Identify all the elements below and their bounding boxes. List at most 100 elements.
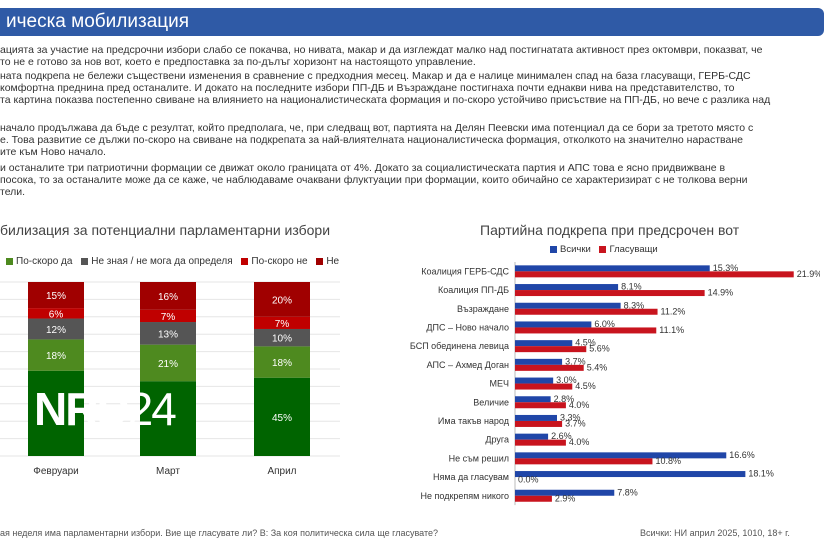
data-label: 6.0% xyxy=(594,319,615,329)
data-label: 4.0% xyxy=(569,400,590,410)
category-label: Друга xyxy=(485,435,509,445)
category-label: БСП обединена левица xyxy=(410,341,509,351)
legend-label: По-скоро не xyxy=(251,256,308,267)
data-label: 11.2% xyxy=(661,306,686,316)
bar-segment xyxy=(254,282,310,317)
legend-label: По-скоро да xyxy=(16,256,73,267)
right-chart-title: Партийна подкрепа при предсрочен вот xyxy=(480,222,740,238)
category-label: Коалиция ПП-ДБ xyxy=(438,285,509,295)
data-label: 3.3% xyxy=(560,412,581,422)
footer-question: ая неделя има парламентарни избори. Вие … xyxy=(0,528,438,538)
bar xyxy=(515,471,746,478)
data-label: 8.1% xyxy=(621,282,642,292)
data-label: 14.9% xyxy=(708,288,734,298)
bar xyxy=(515,420,563,427)
legend-swatch xyxy=(316,257,324,265)
data-label: 3.0% xyxy=(556,375,577,385)
data-label: 13% xyxy=(158,329,178,340)
legend-label: Не xyxy=(326,256,340,267)
data-label: 8.3% xyxy=(624,300,645,310)
bar xyxy=(515,284,619,291)
legend-swatch xyxy=(81,257,89,265)
data-label: 2.6% xyxy=(551,431,572,441)
bar-segment xyxy=(28,339,84,371)
data-label: 2.8% xyxy=(554,394,575,404)
bar xyxy=(515,265,710,272)
bar-segment xyxy=(254,377,310,456)
left-chart-title: билизация за потенциални парламентарни и… xyxy=(0,222,331,238)
data-label: 12% xyxy=(46,325,66,336)
data-label: 16% xyxy=(158,292,178,303)
legend-swatch xyxy=(241,257,249,265)
paragraph-line: и останалите три патриотични формации се… xyxy=(0,162,726,174)
footer-source: Всички: НИ април 2025, 1010, 18+ г. xyxy=(640,528,790,538)
bar-segment xyxy=(28,282,84,309)
bar xyxy=(515,290,705,297)
data-label: 20% xyxy=(272,295,292,306)
watermark-suffix: 24 xyxy=(127,383,177,435)
data-label: 21% xyxy=(158,359,178,370)
left-chart-legend: По-скоро да Не зная / не мога да определ… xyxy=(0,256,339,267)
bar xyxy=(515,302,621,309)
bar-segment xyxy=(140,282,196,310)
paragraph-line: ите към Ново начало. xyxy=(0,146,106,158)
watermark-logo: NRD24 xyxy=(34,382,177,436)
data-label: 10.8% xyxy=(655,456,681,466)
bar xyxy=(515,452,727,459)
bar xyxy=(515,489,615,496)
bar xyxy=(515,321,592,328)
bar xyxy=(515,308,658,315)
data-label: 16.6% xyxy=(729,450,755,460)
paragraph-line: то не е готово за нов вот, което е предп… xyxy=(0,56,476,68)
horizontal-bar-chart: Коалиция ГЕРБ-СДС 15.3% 21.9% Коалиция ПП-Д… xyxy=(410,262,820,506)
bar xyxy=(515,458,653,465)
data-label: 3.7% xyxy=(565,356,586,366)
bar-segment xyxy=(28,318,84,340)
category-label: Не съм решил xyxy=(449,453,509,463)
bar xyxy=(515,396,551,403)
legend-label: Гласуващи xyxy=(609,244,658,255)
data-label: 3.7% xyxy=(565,418,586,428)
data-label: 5.6% xyxy=(589,344,610,354)
paragraph-line: начало продължава да бъде с резултат, ко… xyxy=(0,122,754,134)
category-label: Няма да гласувам xyxy=(433,472,509,482)
bar-segment xyxy=(140,322,196,345)
data-label: 7% xyxy=(161,312,176,323)
bar-segment xyxy=(28,308,84,319)
category-label: Април xyxy=(267,466,296,477)
bar-segment xyxy=(254,316,310,329)
bar xyxy=(515,364,584,371)
bar xyxy=(515,358,563,365)
data-label: 0.0% xyxy=(518,475,539,485)
bar xyxy=(515,346,587,353)
category-label: Коалиция ГЕРБ-СДС xyxy=(421,266,509,276)
stacked-bar-chart: 18% 12% 6% 15% Февруари 21% 13% 7% 16% Март 45% 18%… xyxy=(0,281,340,477)
paragraph-line: посока, то за останалите може да се каже… xyxy=(0,174,748,186)
bar xyxy=(515,271,794,278)
category-label: Има такъв народ xyxy=(438,416,510,426)
paragraph-line: тели. xyxy=(0,186,26,198)
category-label: ДПС – Ново начало xyxy=(426,322,509,332)
data-label: 18.1% xyxy=(748,469,774,479)
bar xyxy=(515,383,573,390)
paragraph-line: ната подкрепа не бележи съществени измен… xyxy=(0,70,751,82)
legend-label: Всички xyxy=(560,244,591,255)
bar xyxy=(515,495,552,502)
category-label: МЕЧ xyxy=(490,379,510,389)
bar xyxy=(515,433,549,440)
legend-swatch xyxy=(550,245,557,253)
data-label: 15.3% xyxy=(713,263,739,273)
category-label: Възраждане xyxy=(457,304,509,314)
bar xyxy=(515,340,573,347)
right-chart-legend: Всички Гласуващи xyxy=(544,244,658,255)
legend-label: Не зная / не мога да определя xyxy=(91,256,233,267)
category-label: Величие xyxy=(473,397,509,407)
data-label: 11.1% xyxy=(659,325,684,335)
category-label: Февруари xyxy=(33,466,79,477)
data-label: 4.0% xyxy=(569,437,590,447)
category-label: Март xyxy=(156,466,180,477)
data-label: 18% xyxy=(46,351,66,362)
data-label: 7.8% xyxy=(617,487,638,497)
bar xyxy=(515,414,557,421)
legend-swatch xyxy=(599,245,607,253)
